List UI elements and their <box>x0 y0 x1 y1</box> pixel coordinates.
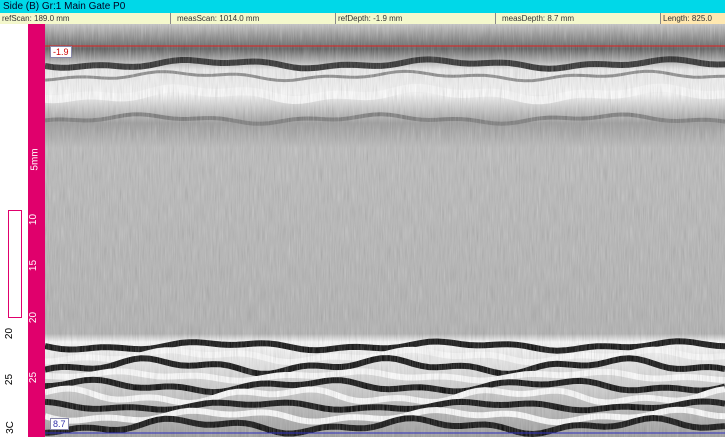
ruler-label: 5mm <box>29 148 41 171</box>
title-bar: Side (B) Gr:1 Main Gate P0 <box>0 0 725 13</box>
image-noise <box>45 24 725 437</box>
ruler-label: 15 <box>28 259 40 272</box>
ruler-label: 10 <box>28 213 40 226</box>
range-box <box>8 210 22 318</box>
ruler-label: 3C <box>4 421 16 434</box>
ref-cursor-label: -1.9 <box>50 46 72 58</box>
info-field: refScan: 189.0 mm <box>2 14 70 23</box>
depth-ruler: 20 25 3C <box>0 24 29 437</box>
info-field: measScan: 1014.0 mm <box>170 13 342 24</box>
ruler-label: 25 <box>4 373 16 386</box>
ruler-label: 20 <box>28 311 40 324</box>
info-field: Length: 825.0 <box>660 13 725 24</box>
side-ruler: 5mm 10 15 20 25 <box>28 24 45 437</box>
ruler-label: 25 <box>28 371 40 384</box>
info-field: measDepth: 8.7 mm <box>495 13 667 24</box>
info-field: refDepth: -1.9 mm <box>335 13 498 24</box>
ruler-label: 20 <box>4 327 16 340</box>
b-scan-image <box>45 24 725 437</box>
meas-cursor-label: 8.7 <box>50 418 69 430</box>
